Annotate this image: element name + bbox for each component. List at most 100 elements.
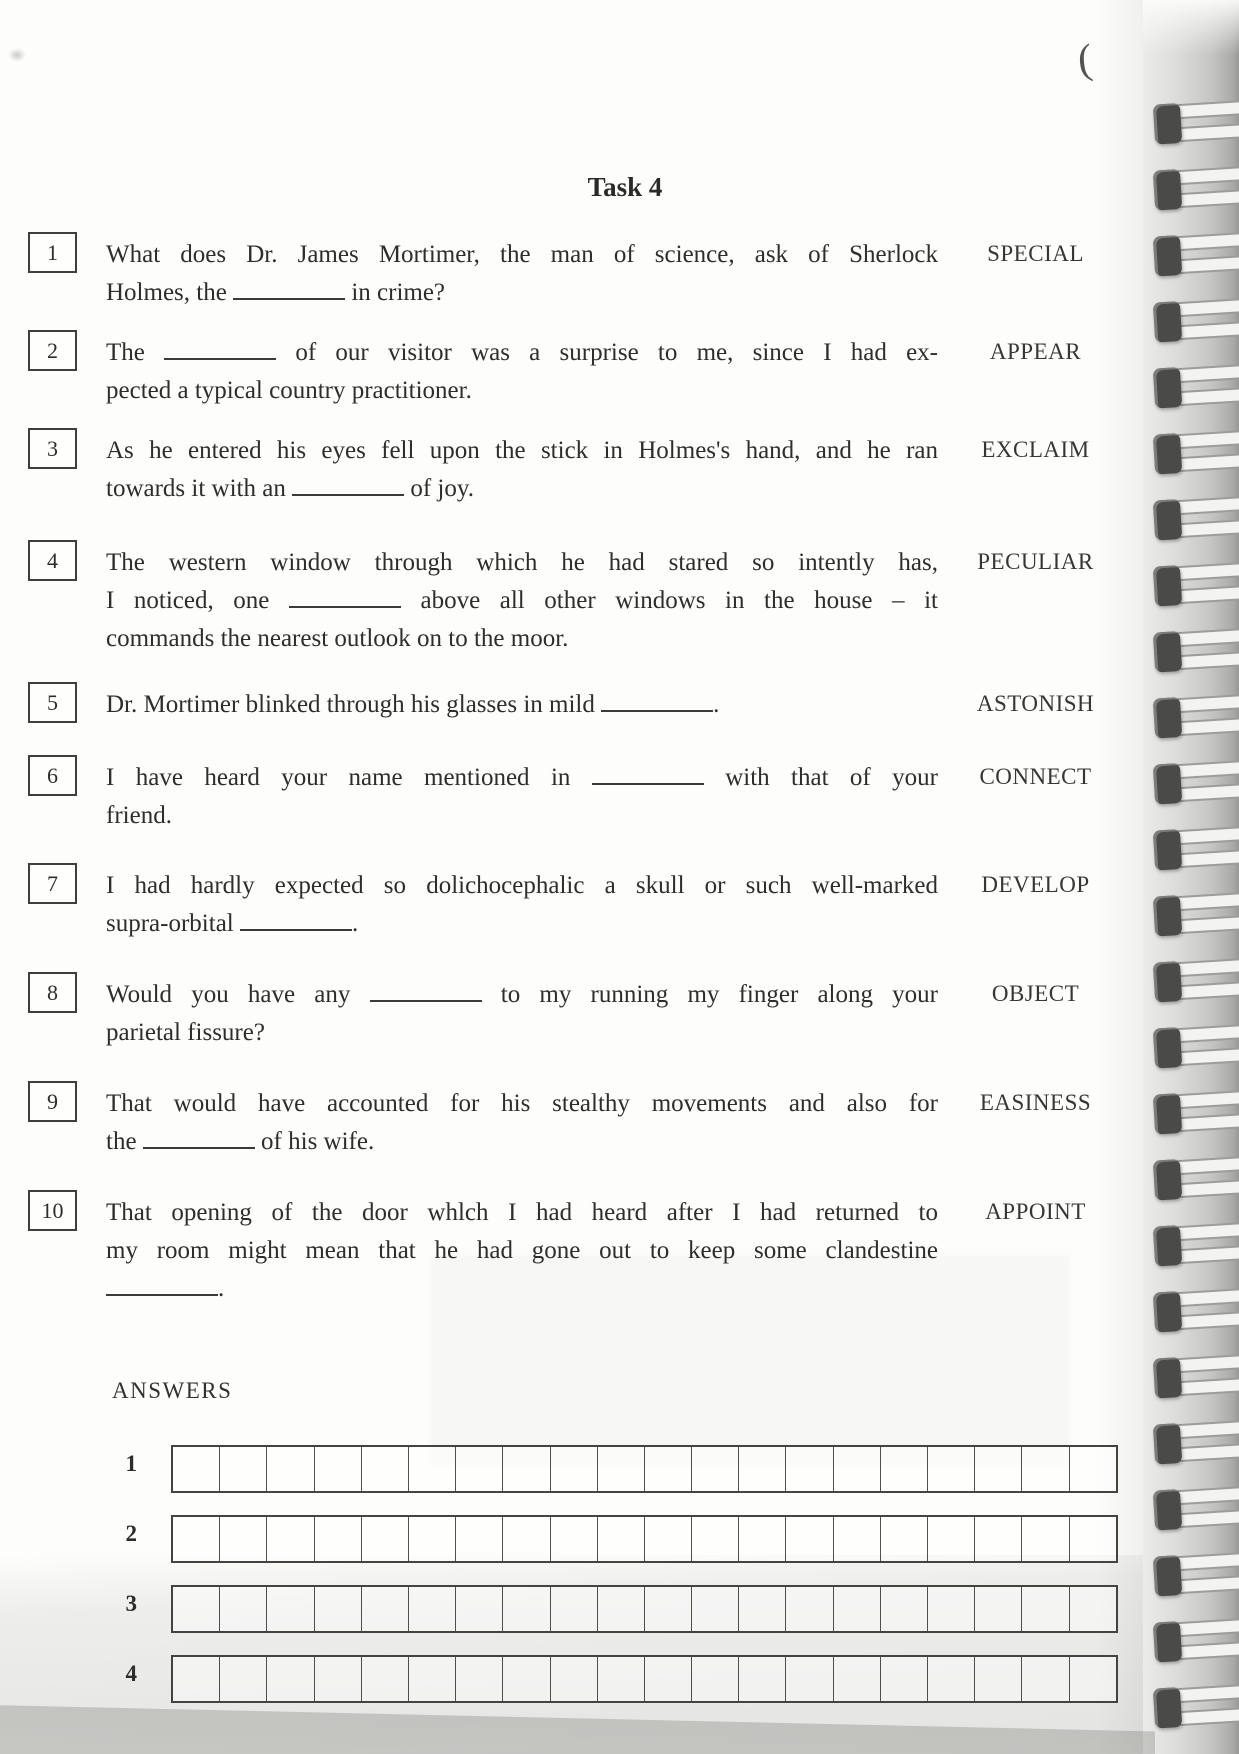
question-text-segment: friend. bbox=[106, 802, 172, 829]
answer-cell bbox=[879, 1517, 927, 1561]
answer-blank bbox=[369, 979, 482, 1002]
coil-bar-bottom bbox=[1172, 1112, 1239, 1133]
binding-coil bbox=[1151, 558, 1239, 609]
answer-cell bbox=[502, 1447, 549, 1491]
question-text-segment: I noticed, one bbox=[106, 587, 289, 614]
question-text-line: That opening of the door whlch I had hea… bbox=[106, 1194, 938, 1232]
question-text-line: The western window through which he had … bbox=[106, 544, 938, 582]
answer-cell bbox=[785, 1447, 832, 1491]
answer-cell bbox=[691, 1587, 738, 1631]
binding-coil bbox=[1151, 1218, 1239, 1269]
coil-bar-bottom bbox=[1172, 1178, 1239, 1199]
binding-coil bbox=[1151, 1416, 1239, 1467]
coil-bar-bottom bbox=[1172, 122, 1239, 143]
binding-coil bbox=[1151, 1482, 1239, 1533]
answer-cell bbox=[502, 1587, 549, 1631]
question-number-box: 5 bbox=[28, 682, 77, 723]
binding-coil bbox=[1151, 492, 1239, 543]
answer-cell bbox=[643, 1657, 691, 1701]
coil-clip bbox=[1152, 961, 1183, 1003]
coil-clip bbox=[1152, 697, 1183, 739]
coil-bar-top bbox=[1170, 1089, 1239, 1110]
answer-cell bbox=[173, 1657, 219, 1701]
answer-cell bbox=[407, 1587, 455, 1631]
question-text-segment: of joy. bbox=[404, 475, 474, 502]
binding-coil bbox=[1151, 1680, 1239, 1731]
keyword-label: EXCLAIM bbox=[981, 437, 1090, 462]
coil-clip bbox=[1152, 1027, 1183, 1069]
answer-cell bbox=[502, 1517, 549, 1561]
answer-cell bbox=[549, 1587, 597, 1631]
answer-cell bbox=[549, 1657, 597, 1701]
coil-bar-bottom bbox=[1172, 1046, 1239, 1067]
coil-clip bbox=[1152, 1555, 1183, 1597]
answer-cell bbox=[1068, 1657, 1116, 1701]
answer-cell bbox=[549, 1517, 597, 1561]
question-text-line: That would have accounted for his stealt… bbox=[106, 1085, 938, 1123]
keyword-label: PECULIAR bbox=[977, 549, 1094, 574]
coil-bar-top bbox=[1170, 627, 1239, 648]
coil-clip bbox=[1152, 499, 1183, 541]
answer-blank bbox=[106, 1273, 218, 1296]
page-title: Task 4 bbox=[587, 172, 663, 202]
question-text-line: I noticed, one above all other windows i… bbox=[106, 582, 938, 620]
answer-cell bbox=[266, 1587, 313, 1631]
question-text-segment: in crime? bbox=[345, 279, 446, 306]
coil-bar-bottom bbox=[1172, 386, 1239, 407]
answer-row-number: 4 bbox=[125, 1661, 138, 1686]
coil-bar-top bbox=[1170, 1287, 1239, 1308]
coil-bar-bottom bbox=[1172, 254, 1239, 275]
coil-clip bbox=[1152, 1489, 1183, 1531]
coil-clip bbox=[1152, 301, 1183, 343]
answer-row bbox=[171, 1445, 1118, 1493]
answer-row bbox=[171, 1655, 1118, 1703]
coil-bar-top bbox=[1170, 1617, 1239, 1638]
answer-cell bbox=[266, 1657, 313, 1701]
question-text-line: friend. bbox=[106, 797, 938, 835]
binding-coil bbox=[1151, 1614, 1239, 1665]
question-number: 2 bbox=[47, 337, 58, 363]
answer-cell bbox=[738, 1587, 785, 1631]
coil-bar-top bbox=[1170, 891, 1239, 912]
answer-cell bbox=[691, 1447, 738, 1491]
answer-cell bbox=[407, 1517, 455, 1561]
question-text-segment: above all other windows in the house – i… bbox=[400, 587, 938, 614]
coil-bar-bottom bbox=[1172, 1376, 1239, 1397]
answer-cell bbox=[974, 1517, 1021, 1561]
question-text-segment: the bbox=[106, 1128, 143, 1155]
question-text-line: As he entered his eyes fell upon the sti… bbox=[106, 432, 938, 470]
coil-bar-top bbox=[1170, 495, 1239, 516]
answer-cell bbox=[360, 1587, 408, 1631]
answer-cell bbox=[738, 1657, 785, 1701]
question-number-box: 9 bbox=[28, 1081, 77, 1122]
answer-cell bbox=[1021, 1517, 1068, 1561]
coil-bar-top bbox=[1170, 825, 1239, 846]
question-text-line: Dr. Mortimer blinked through his glasses… bbox=[106, 686, 938, 724]
answer-cell bbox=[1068, 1587, 1116, 1631]
answer-cell bbox=[360, 1447, 408, 1491]
keyword-label: APPOINT bbox=[985, 1199, 1086, 1224]
binding-coil bbox=[1151, 822, 1239, 873]
answer-cell bbox=[643, 1517, 691, 1561]
answer-cell bbox=[219, 1587, 266, 1631]
question-number-box: 3 bbox=[28, 428, 77, 469]
scan-speck bbox=[8, 48, 26, 62]
answer-cell bbox=[407, 1447, 455, 1491]
coil-clip bbox=[1152, 1093, 1183, 1135]
coil-clip bbox=[1152, 235, 1183, 277]
answer-cell bbox=[313, 1657, 361, 1701]
question-text: I have heard your name mentioned in with… bbox=[106, 759, 938, 835]
answer-cell bbox=[927, 1447, 974, 1491]
coil-bar-top bbox=[1170, 1551, 1239, 1572]
binding-coil bbox=[1151, 1152, 1239, 1203]
question-text-segment: The western window through which he had … bbox=[106, 549, 938, 576]
question-number-box: 6 bbox=[28, 755, 77, 796]
answer-cell bbox=[266, 1517, 313, 1561]
answer-blank bbox=[288, 585, 401, 608]
answer-cell bbox=[313, 1447, 361, 1491]
question-text-line: . bbox=[106, 1270, 938, 1308]
question-number: 6 bbox=[47, 762, 58, 788]
keyword-label: SPECIAL bbox=[987, 241, 1084, 266]
question-number: 9 bbox=[47, 1088, 58, 1114]
